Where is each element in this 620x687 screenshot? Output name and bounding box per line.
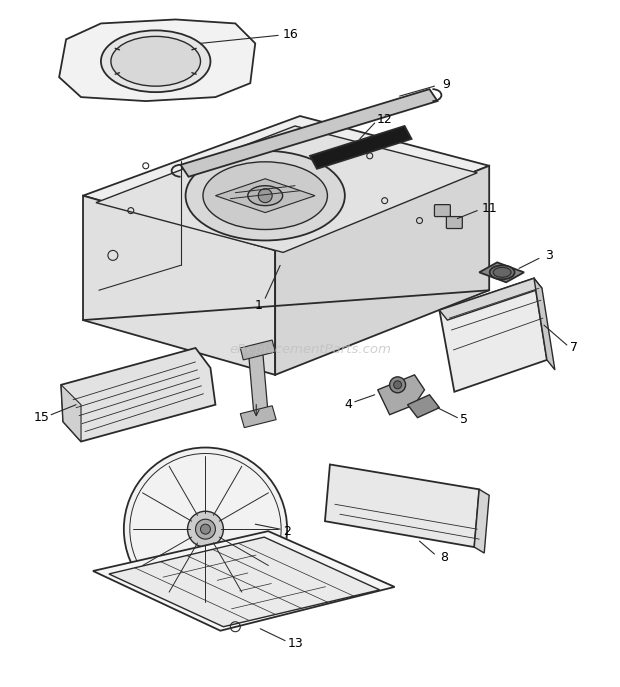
- FancyBboxPatch shape: [446, 216, 463, 229]
- Polygon shape: [83, 196, 275, 375]
- Polygon shape: [180, 89, 438, 177]
- Ellipse shape: [185, 151, 345, 240]
- Polygon shape: [59, 19, 255, 101]
- Circle shape: [188, 511, 223, 547]
- Polygon shape: [109, 537, 379, 627]
- Text: 1: 1: [254, 299, 262, 312]
- Polygon shape: [61, 348, 215, 442]
- Text: 15: 15: [33, 411, 49, 424]
- Polygon shape: [474, 489, 489, 553]
- Circle shape: [259, 189, 272, 203]
- Text: 12: 12: [377, 113, 392, 126]
- Circle shape: [394, 381, 402, 389]
- Text: 13: 13: [287, 637, 303, 650]
- Circle shape: [389, 377, 405, 393]
- Polygon shape: [534, 278, 555, 370]
- Circle shape: [195, 519, 215, 539]
- Circle shape: [200, 524, 210, 534]
- Text: 3: 3: [545, 249, 553, 262]
- Polygon shape: [215, 179, 315, 212]
- Ellipse shape: [101, 30, 210, 92]
- Polygon shape: [378, 375, 425, 415]
- Polygon shape: [479, 262, 524, 282]
- Text: eReplacementParts.com: eReplacementParts.com: [229, 344, 391, 357]
- Polygon shape: [241, 340, 275, 360]
- Polygon shape: [96, 126, 477, 252]
- Text: 5: 5: [460, 413, 468, 426]
- Polygon shape: [407, 395, 440, 418]
- Circle shape: [124, 447, 287, 611]
- Text: 16: 16: [282, 28, 298, 41]
- Polygon shape: [310, 126, 412, 169]
- Polygon shape: [61, 385, 81, 442]
- Text: 2: 2: [283, 525, 291, 538]
- Text: 9: 9: [443, 78, 450, 91]
- Text: 11: 11: [481, 202, 497, 215]
- Polygon shape: [440, 278, 547, 392]
- Polygon shape: [248, 346, 268, 418]
- Text: 7: 7: [570, 341, 578, 354]
- Polygon shape: [440, 278, 542, 320]
- Ellipse shape: [490, 265, 515, 280]
- Ellipse shape: [203, 162, 327, 229]
- Text: 8: 8: [440, 550, 448, 563]
- Text: 4: 4: [344, 398, 352, 412]
- Polygon shape: [241, 406, 276, 427]
- Ellipse shape: [111, 36, 200, 86]
- FancyBboxPatch shape: [435, 205, 450, 216]
- Ellipse shape: [493, 267, 511, 278]
- Polygon shape: [325, 464, 479, 547]
- Ellipse shape: [248, 185, 283, 205]
- Polygon shape: [275, 166, 489, 375]
- Polygon shape: [83, 116, 489, 251]
- Polygon shape: [93, 531, 394, 631]
